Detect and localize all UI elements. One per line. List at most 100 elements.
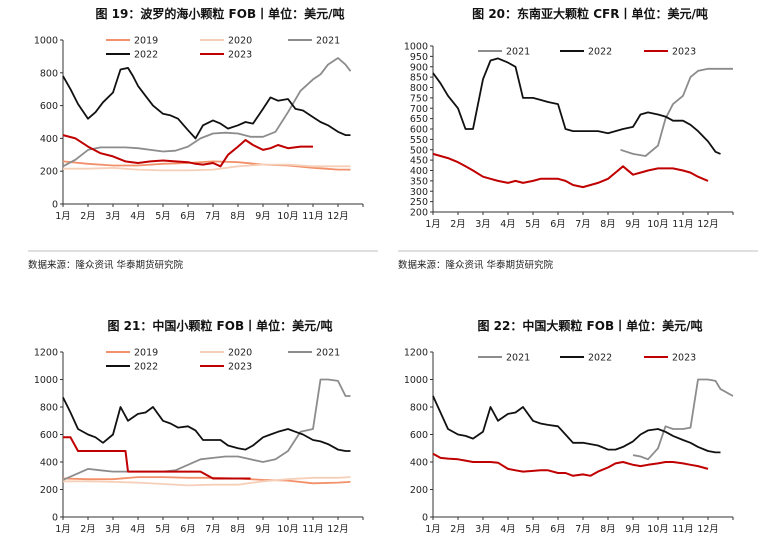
x-tick-label: 8月 <box>230 524 246 535</box>
y-tick-label: 200 <box>40 167 58 178</box>
y-tick-label: 900 <box>410 62 428 73</box>
x-tick-label: 12月 <box>697 524 719 535</box>
y-tick-label: 1000 <box>404 42 428 53</box>
x-tick-label: 8月 <box>600 524 616 535</box>
series-line-2021 <box>62 378 351 481</box>
y-tick-label: 550 <box>410 135 428 146</box>
y-tick-label: 0 <box>52 200 58 211</box>
source-note: 数据来源：隆众资讯 华泰期货研究院 <box>28 259 184 271</box>
x-tick-label: 10月 <box>277 211 299 222</box>
y-tick-label: 400 <box>40 134 58 145</box>
x-tick-label: 6月 <box>180 211 196 222</box>
legend-label-2021: 2021 <box>316 348 340 359</box>
x-tick-label: 10月 <box>277 524 299 535</box>
chart-panel-sea-large-cfr: 图 20：东南亚大颗粒 CFR丨单位：美元/吨 数据来源：隆众资讯 华泰期货研究… <box>398 6 758 271</box>
x-tick-label: 4月 <box>130 211 146 222</box>
legend-label-2022: 2022 <box>588 353 612 364</box>
x-tick-label: 5月 <box>525 219 541 230</box>
legend-label-2023: 2023 <box>672 353 696 364</box>
y-tick-label: 0 <box>52 513 58 524</box>
x-tick-label: 2月 <box>450 219 466 230</box>
x-tick-label: 5月 <box>525 524 541 535</box>
x-tick-label: 4月 <box>130 524 146 535</box>
y-tick-label: 950 <box>410 52 428 63</box>
y-tick-label: 800 <box>410 83 428 94</box>
x-tick-label: 3月 <box>105 524 121 535</box>
legend-label-2022: 2022 <box>134 50 158 61</box>
x-tick-label: 5月 <box>155 211 171 222</box>
y-tick-label: 800 <box>40 68 58 79</box>
y-tick-label: 0 <box>422 513 428 524</box>
y-tick-label: 850 <box>410 73 428 84</box>
y-tick-label: 750 <box>410 93 428 104</box>
x-tick-label: 1月 <box>55 211 71 222</box>
x-tick-label: 10月 <box>647 219 669 230</box>
y-tick-label: 800 <box>40 403 58 414</box>
legend-label-2020: 2020 <box>228 348 252 359</box>
x-tick-label: 9月 <box>625 524 641 535</box>
x-tick-label: 12月 <box>327 211 349 222</box>
x-tick-label: 4月 <box>500 524 516 535</box>
x-tick-label: 7月 <box>575 219 591 230</box>
x-tick-label: 9月 <box>255 524 271 535</box>
x-tick-label: 8月 <box>600 219 616 230</box>
y-tick-label: 400 <box>410 166 428 177</box>
legend-label-2023: 2023 <box>672 47 696 58</box>
x-tick-label: 9月 <box>255 211 271 222</box>
x-tick-label: 1月 <box>425 524 441 535</box>
x-tick-label: 6月 <box>550 524 566 535</box>
legend-label-2019: 2019 <box>134 348 158 359</box>
series-line-2023 <box>62 134 313 168</box>
x-tick-label: 1月 <box>425 219 441 230</box>
x-tick-label: 3月 <box>105 211 121 222</box>
x-tick-label: 2月 <box>450 524 466 535</box>
y-tick-label: 650 <box>410 114 428 125</box>
legend-label-2020: 2020 <box>228 36 252 47</box>
x-tick-label: 11月 <box>672 219 694 230</box>
y-tick-label: 200 <box>40 485 58 496</box>
chart-title: 图 19：波罗的海小颗粒 FOB丨单位：美元/吨 <box>96 6 345 21</box>
series-line-2023 <box>432 152 709 189</box>
series-line-2022 <box>62 67 351 140</box>
series-line-2020 <box>63 163 351 172</box>
y-tick-label: 1000 <box>34 36 58 47</box>
y-tick-label: 800 <box>410 403 428 414</box>
y-tick-label: 600 <box>410 125 428 136</box>
series-line-2021 <box>632 378 734 461</box>
chart-title: 图 20：东南亚大颗粒 CFR丨单位：美元/吨 <box>472 6 708 21</box>
legend-label-2023: 2023 <box>228 50 252 61</box>
chart-panel-china-small-fob: 图 21：中国小颗粒 FOB丨单位：美元/吨 0 200 400 600 800 1000… <box>34 318 364 535</box>
x-tick-label: 2月 <box>80 211 96 222</box>
chart-panel-baltic-small-fob: 图 19：波罗的海小颗粒 FOB丨单位：美元/吨 数据来源：隆众资讯 华泰期货研… <box>28 6 378 271</box>
x-tick-label: 2月 <box>80 524 96 535</box>
legend-label-2021: 2021 <box>506 47 530 58</box>
x-tick-label: 3月 <box>475 524 491 535</box>
y-tick-label: 600 <box>40 101 58 112</box>
x-tick-label: 3月 <box>475 219 491 230</box>
y-tick-label: 300 <box>410 187 428 198</box>
x-tick-label: 7月 <box>205 524 221 535</box>
x-tick-label: 5月 <box>155 524 171 535</box>
x-tick-label: 4月 <box>500 219 516 230</box>
series-line-2023 <box>432 452 709 477</box>
x-tick-label: 9月 <box>625 219 641 230</box>
x-tick-label: 6月 <box>180 524 196 535</box>
y-tick-label: 400 <box>410 458 428 469</box>
x-tick-label: 10月 <box>647 524 669 535</box>
x-tick-label: 8月 <box>230 211 246 222</box>
x-tick-label: 7月 <box>575 524 591 535</box>
legend-label-2022: 2022 <box>588 47 612 58</box>
x-tick-label: 11月 <box>302 524 324 535</box>
y-tick-label: 600 <box>40 430 58 441</box>
source-note: 数据来源：隆众资讯 华泰期货研究院 <box>398 259 554 271</box>
legend-label-2023: 2023 <box>228 362 252 373</box>
series-line-2023 <box>63 436 251 480</box>
x-tick-label: 7月 <box>205 211 221 222</box>
series-line-2022 <box>432 395 721 454</box>
x-tick-label: 12月 <box>697 219 719 230</box>
y-tick-label: 1000 <box>34 375 58 386</box>
x-tick-label: 1月 <box>55 524 71 535</box>
y-tick-label: 250 <box>410 197 428 208</box>
y-tick-label: 1200 <box>404 348 428 359</box>
